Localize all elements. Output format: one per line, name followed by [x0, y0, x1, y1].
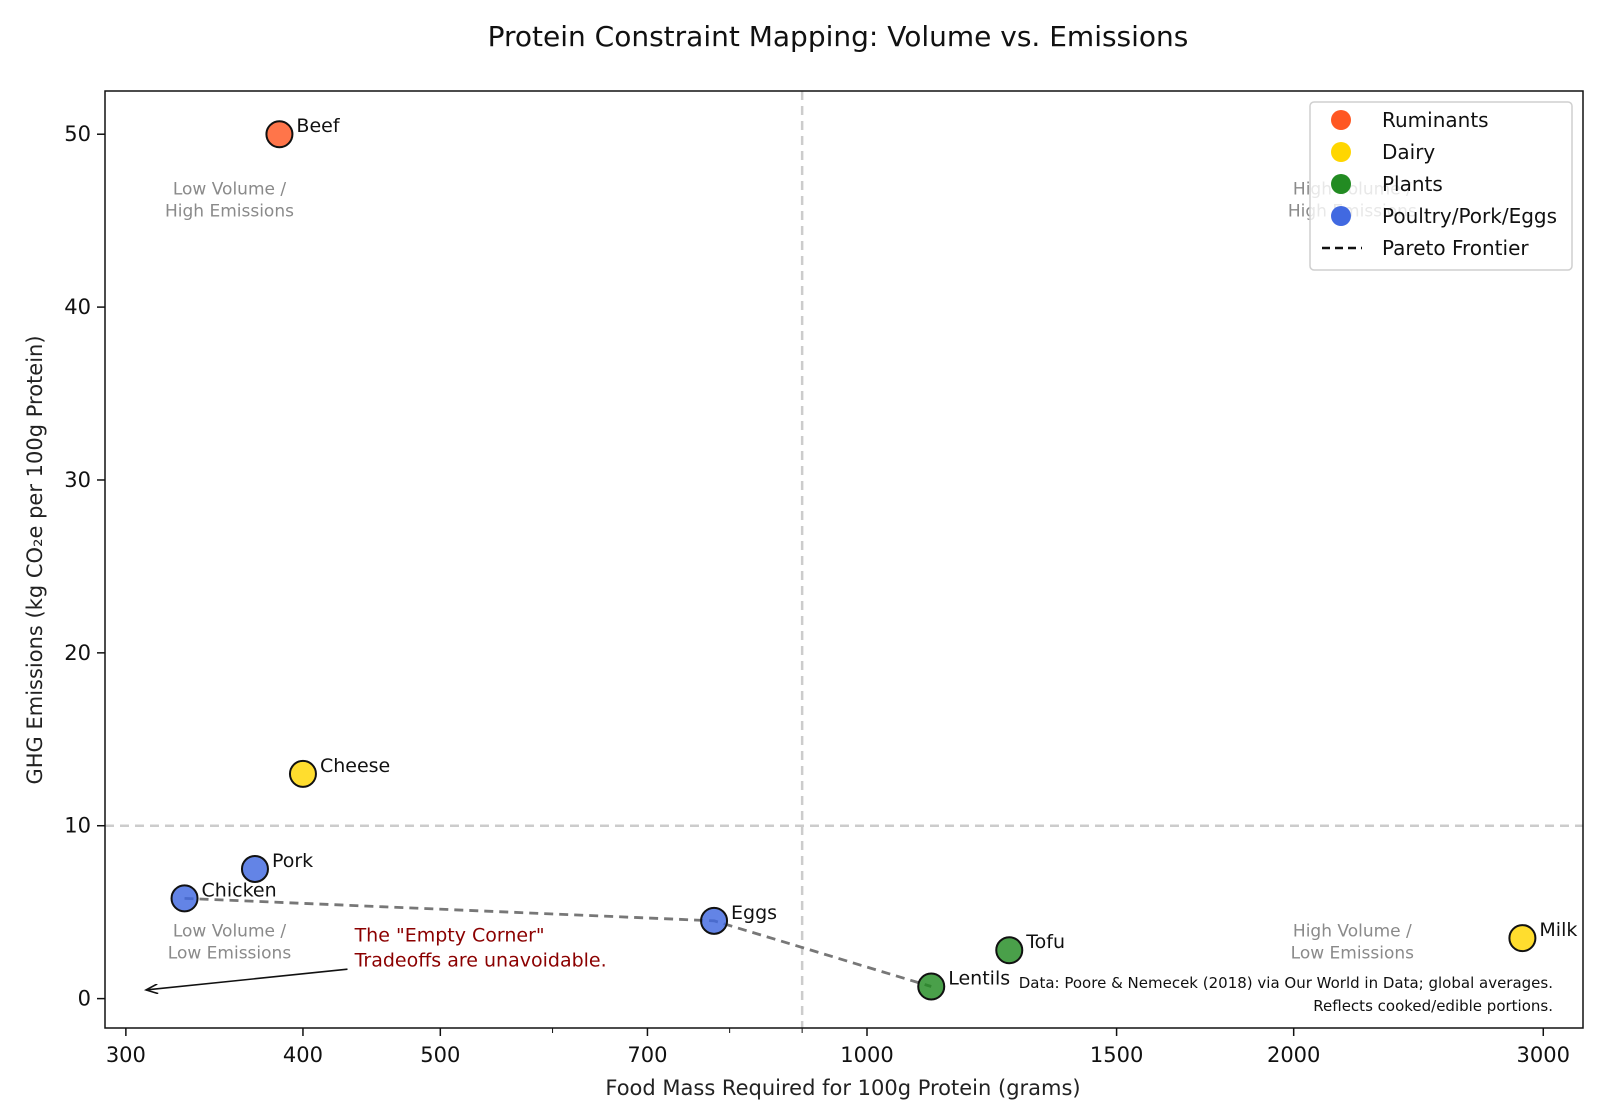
- data-label-pork: Pork: [272, 850, 313, 872]
- y-tick-label: 50: [64, 122, 91, 146]
- chart-title: Protein Constraint Mapping: Volume vs. E…: [488, 20, 1189, 53]
- legend-marker: [1331, 142, 1351, 162]
- data-label-tofu: Tofu: [1025, 931, 1065, 953]
- x-axis-label: Food Mass Required for 100g Protein (gra…: [605, 1076, 1080, 1100]
- x-tick-label: 700: [627, 1043, 667, 1067]
- plot-frame: [104, 90, 1584, 1029]
- data-point-pork: [240, 854, 269, 883]
- quadrant-label: Low Volume / Low Emissions: [168, 921, 292, 963]
- y-tick-label: 0: [78, 987, 91, 1011]
- data-point-cheese: [288, 759, 317, 788]
- x-tick-label: 1000: [840, 1043, 893, 1067]
- legend-label: Poultry/Pork/Eggs: [1382, 204, 1557, 228]
- source-note-line: Reflects cooked/edible portions.: [1313, 997, 1553, 1015]
- y-tick-label: 10: [64, 814, 91, 838]
- data-label-eggs: Eggs: [731, 902, 777, 924]
- quadrant-label-line: High Volume /: [1293, 921, 1412, 941]
- y-tick-label: 20: [64, 641, 91, 665]
- legend-marker: [1331, 206, 1351, 226]
- data-label-lentils: Lentils: [948, 968, 1010, 990]
- quadrant-label-line: Low Volume /: [173, 180, 287, 200]
- plot-area: 300 400 500 700 1000 1500 2000 3000 0 10 20 30 40 50 L…: [64, 91, 1583, 1067]
- legend-label: Plants: [1382, 172, 1443, 196]
- x-tick-label: 300: [106, 1043, 146, 1067]
- annotation-line: Tradeoffs are unavoidable.: [354, 950, 607, 972]
- data-label-chicken: Chicken: [202, 879, 277, 901]
- x-tick-label: 3000: [1517, 1043, 1570, 1067]
- source-note: Data: Poore & Nemecek (2018) via Our Wor…: [1019, 974, 1553, 1015]
- quadrant-label: Low Volume / High Emissions: [165, 180, 294, 222]
- quadrant-label-line: Low Emissions: [168, 943, 292, 963]
- x-tick-label: 2000: [1267, 1043, 1320, 1067]
- data-point-lentils: [917, 972, 946, 1001]
- annotation-text: The "Empty Corner" Tradeoffs are unavoida…: [354, 925, 607, 972]
- legend-label: Dairy: [1382, 140, 1435, 164]
- source-note-line: Data: Poore & Nemecek (2018) via Our Wor…: [1019, 974, 1553, 992]
- legend: Ruminants Dairy Plants Poultry/Pork/Eggs Par…: [1309, 101, 1573, 271]
- quadrant-label-line: High Emissions: [165, 202, 294, 222]
- legend-marker: [1331, 110, 1351, 130]
- y-tick-label: 40: [64, 295, 91, 319]
- quadrant-label-line: Low Emissions: [1291, 943, 1415, 963]
- legend-label: Pareto Frontier: [1382, 236, 1529, 260]
- annotation-line: The "Empty Corner": [354, 925, 545, 947]
- data-point-eggs: [700, 906, 729, 935]
- legend-box: [1309, 101, 1573, 271]
- data-point-milk: [1508, 924, 1537, 953]
- data-point-chicken: [170, 884, 199, 913]
- annotation-arrow: [146, 968, 348, 990]
- x-tick-label: 500: [420, 1043, 460, 1067]
- pareto-frontier-line: [184, 896, 932, 988]
- legend-label: Ruminants: [1382, 108, 1489, 132]
- y-tick-label: 30: [64, 468, 91, 492]
- y-axis-label: GHG Emissions (kg CO₂e per 100g Protein): [23, 335, 47, 784]
- data-label-beef: Beef: [296, 115, 340, 137]
- quadrant-label: High Volume / Low Emissions: [1291, 921, 1415, 963]
- quadrant-label-line: Low Volume /: [173, 921, 287, 941]
- data-point-tofu: [995, 936, 1024, 965]
- data-label-cheese: Cheese: [320, 755, 390, 777]
- data-label-milk: Milk: [1539, 919, 1577, 941]
- legend-marker: [1331, 174, 1351, 194]
- data-point-beef: [265, 120, 294, 149]
- x-tick-label: 400: [283, 1043, 323, 1067]
- x-tick-label: 1500: [1090, 1043, 1143, 1067]
